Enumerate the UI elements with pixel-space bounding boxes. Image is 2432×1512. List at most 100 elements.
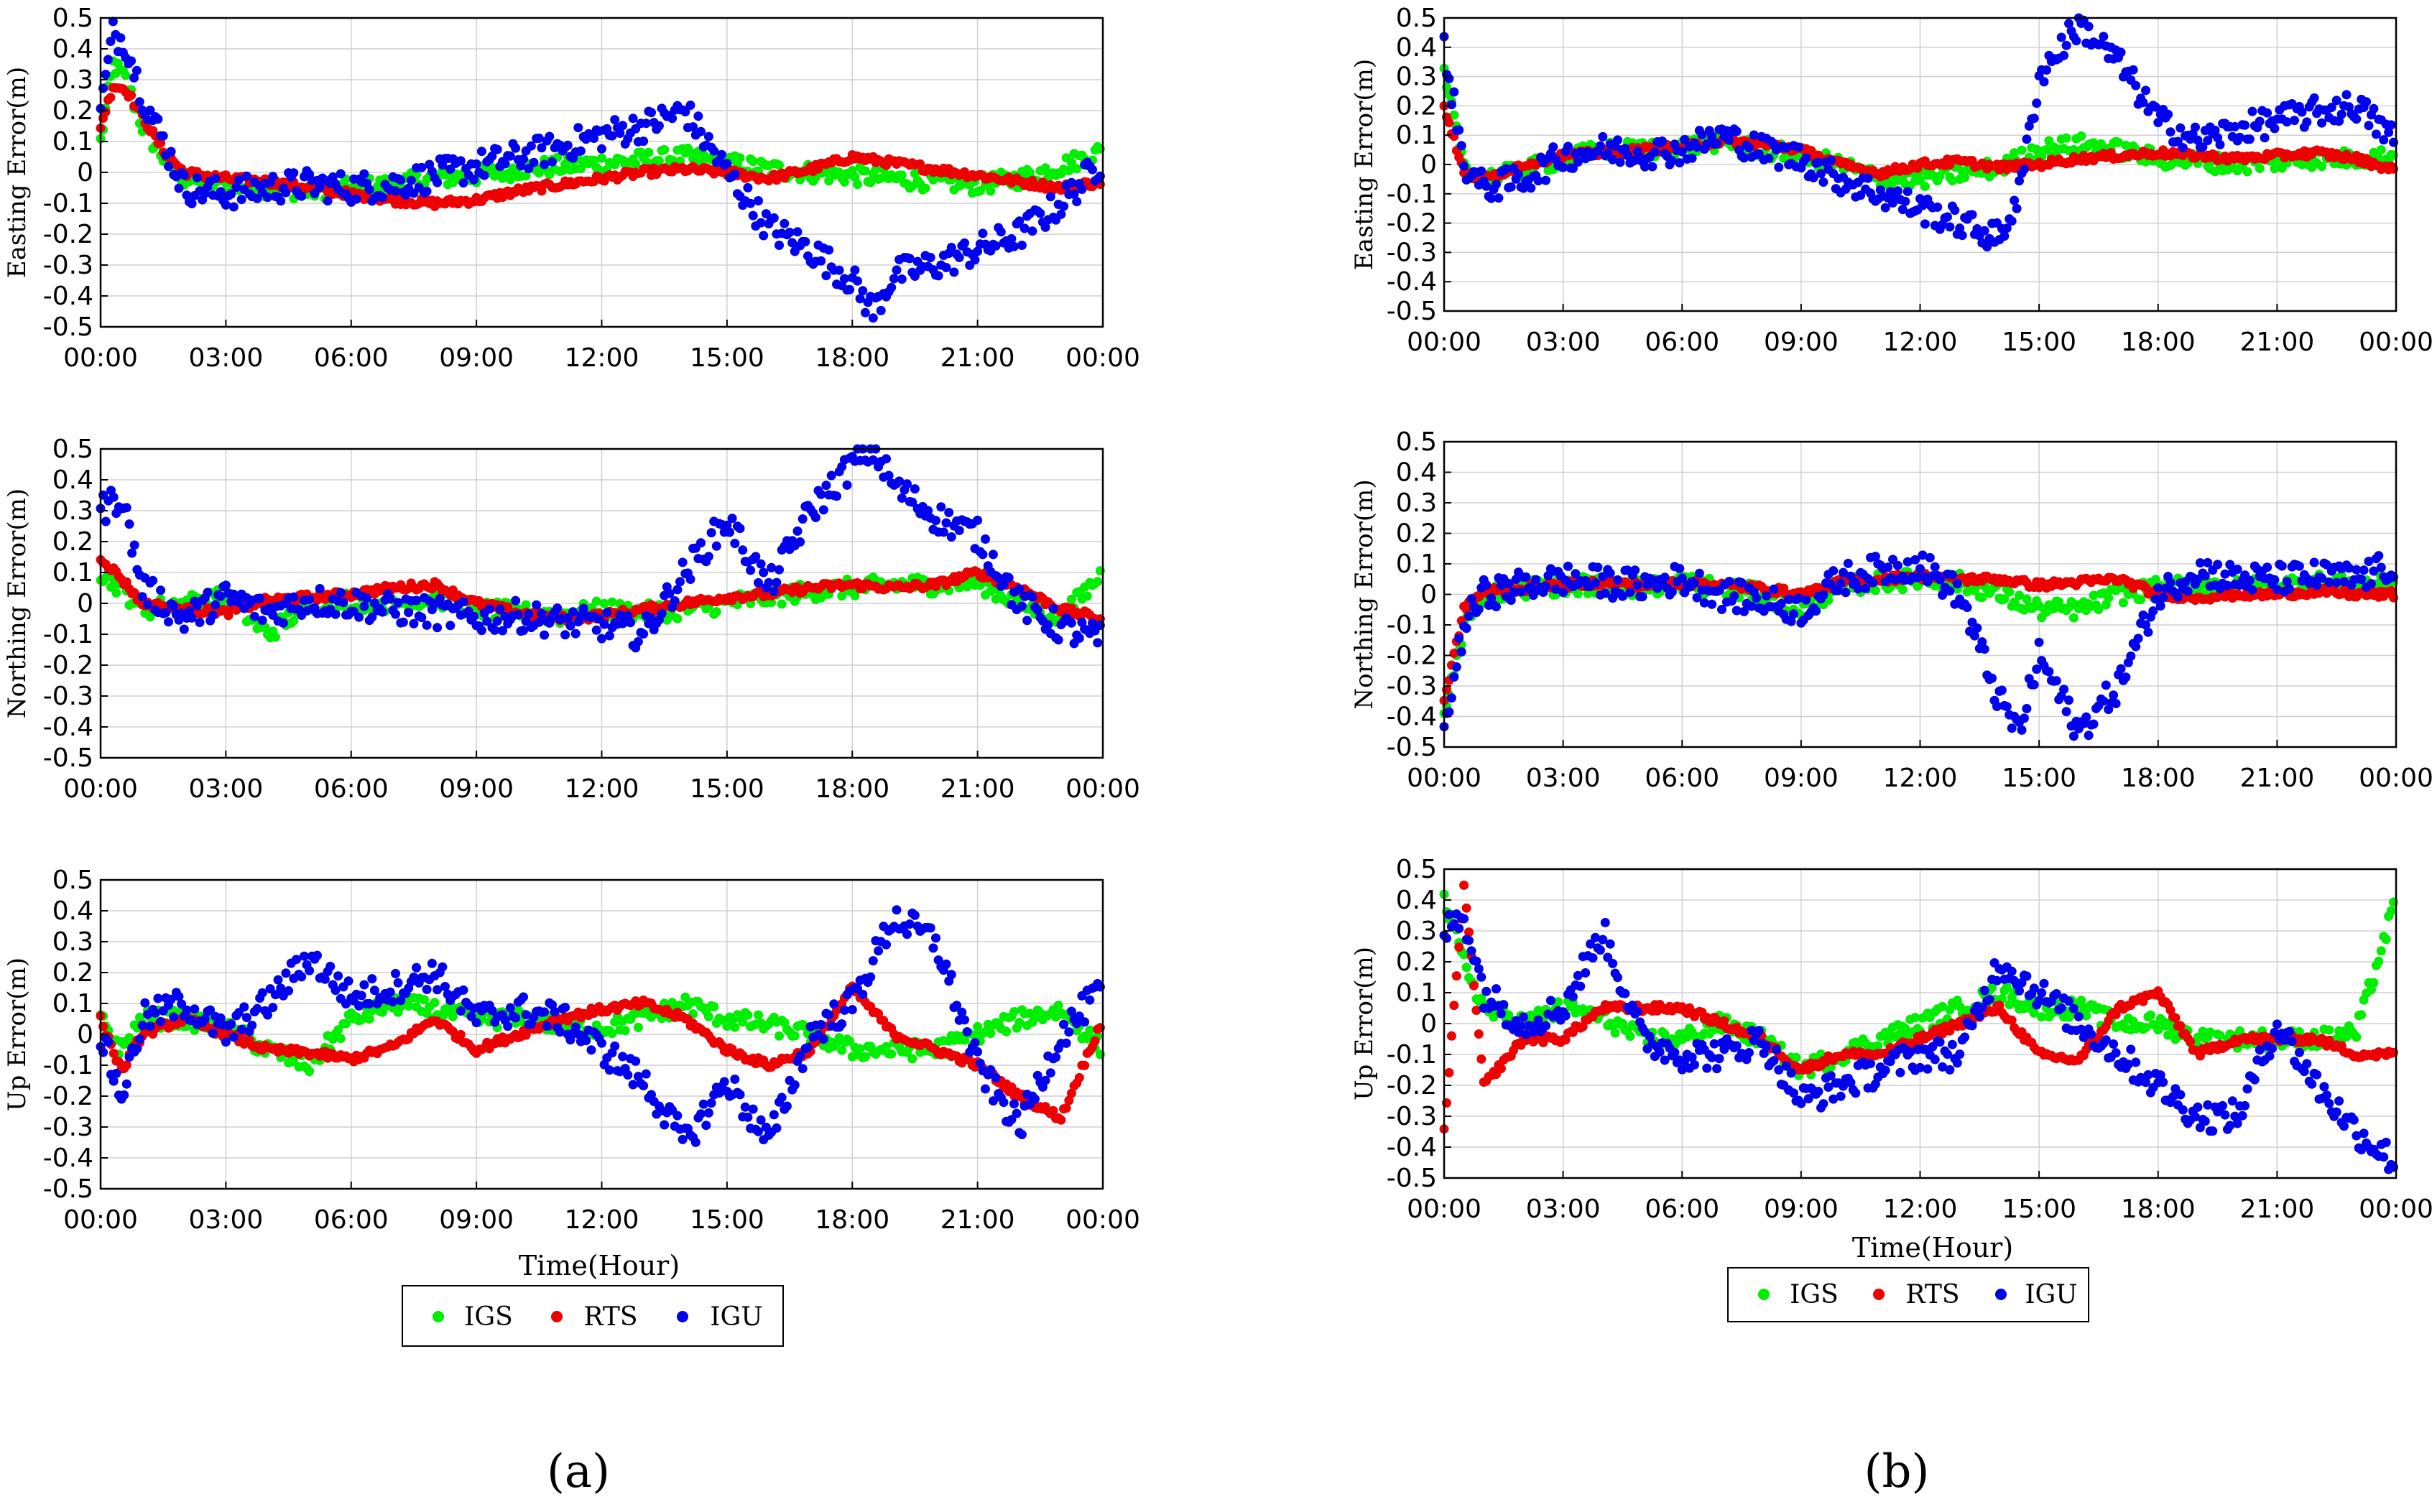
- data-point-igu: [226, 1019, 236, 1029]
- data-point-igs: [871, 164, 881, 175]
- data-point-igu: [1048, 603, 1058, 613]
- data-point-igu: [126, 56, 137, 66]
- data-point-igs: [1920, 182, 1930, 191]
- data-point-igu: [111, 1069, 121, 1078]
- data-point-igu: [208, 611, 218, 621]
- data-point-igu: [633, 636, 643, 646]
- data-point-igs: [897, 170, 907, 180]
- data-point-igu: [192, 172, 202, 182]
- data-point-igu: [542, 1021, 552, 1031]
- data-point-igu: [330, 609, 341, 619]
- data-point-igs: [1960, 172, 1970, 182]
- data-point-rts: [1080, 1060, 1090, 1070]
- data-point-igu: [134, 97, 144, 107]
- data-point-igu: [417, 613, 427, 623]
- data-point-igu: [602, 608, 612, 618]
- x-tick-label: 06:00: [1645, 328, 1719, 357]
- y-tick-label: -0.2: [43, 1082, 93, 1111]
- data-point-igu: [785, 228, 795, 237]
- data-point-igu: [944, 508, 954, 517]
- data-point-igu: [641, 1069, 651, 1079]
- data-point-igu: [882, 940, 891, 950]
- data-point-igu: [1444, 73, 1454, 83]
- data-point-igu: [476, 147, 486, 157]
- chart-a-northing: 0.50.40.30.20.10-0.1-0.2-0.3-0.4-0.500:0…: [3, 435, 1140, 804]
- data-point-igu: [570, 629, 581, 639]
- data-point-igu: [456, 1006, 466, 1016]
- data-point-igu: [1476, 166, 1487, 176]
- data-point-igu: [140, 998, 150, 1008]
- data-point-igu: [169, 1012, 179, 1022]
- data-point-igu: [1085, 995, 1095, 1005]
- data-point-igu: [837, 1019, 847, 1029]
- data-point-igu: [910, 484, 920, 494]
- data-point-igu: [519, 992, 528, 1002]
- data-point-igu: [855, 294, 865, 304]
- data-point-igu: [703, 552, 713, 562]
- data-point-igu: [323, 196, 333, 206]
- data-point-igu: [902, 479, 912, 489]
- data-point-igu: [132, 1044, 142, 1054]
- data-point-igu: [1053, 635, 1063, 645]
- data-point-rts: [121, 1060, 131, 1070]
- x-tick-label: 06:00: [314, 774, 389, 804]
- data-point-igu: [336, 169, 346, 179]
- data-point-igu: [391, 609, 400, 619]
- data-point-igu: [297, 972, 307, 982]
- data-point-igu: [487, 152, 497, 161]
- data-point-igu: [887, 282, 897, 292]
- data-point-igu: [537, 143, 547, 153]
- data-point-igu: [845, 284, 855, 294]
- data-point-igu: [2010, 195, 2020, 205]
- data-point-igu: [1004, 572, 1014, 583]
- data-point-igu: [526, 141, 536, 151]
- data-point-igu: [1774, 162, 1784, 172]
- y-tick-label: 0.5: [52, 4, 93, 33]
- data-point-igu: [767, 562, 777, 572]
- data-point-igu: [221, 1037, 231, 1047]
- data-point-igs: [336, 1034, 346, 1044]
- data-point-igu: [438, 962, 448, 972]
- data-point-igu: [1613, 135, 1622, 145]
- data-point-igu: [216, 187, 226, 197]
- data-point-igu: [797, 1064, 808, 1074]
- data-point-igu: [628, 1080, 638, 1090]
- data-point-igu: [190, 1004, 200, 1014]
- data-point-rts: [1056, 1115, 1066, 1125]
- data-point-igu: [108, 17, 118, 27]
- data-point-igu: [315, 182, 325, 192]
- data-point-igu: [701, 1121, 711, 1131]
- data-point-igu: [137, 592, 147, 602]
- data-point-igs: [633, 1022, 643, 1032]
- data-point-igu: [709, 146, 719, 156]
- data-point-igu: [850, 265, 860, 275]
- data-point-igu: [1093, 638, 1103, 648]
- plots-layer: 0.50.40.30.20.10-0.1-0.2-0.3-0.4-0.500:0…: [3, 4, 2432, 1235]
- data-point-igs: [887, 1049, 897, 1059]
- data-point-igu: [1999, 231, 2010, 241]
- data-point-igu: [333, 971, 343, 981]
- data-point-igu: [2302, 117, 2312, 127]
- data-point-igu: [816, 1019, 826, 1029]
- data-point-igu: [860, 307, 870, 317]
- data-point-igu: [377, 607, 387, 617]
- data-point-igu: [604, 631, 614, 641]
- data-point-igu: [276, 196, 286, 206]
- data-point-igs: [703, 1011, 713, 1021]
- data-point-igs: [711, 607, 721, 617]
- data-point-rts: [1074, 1072, 1084, 1082]
- data-point-igu: [925, 923, 935, 933]
- data-point-igs: [660, 144, 670, 154]
- data-point-igu: [597, 1038, 606, 1048]
- data-point-igs: [111, 588, 121, 598]
- data-point-igu: [2176, 123, 2186, 133]
- data-point-igu: [263, 193, 272, 203]
- data-point-igu: [738, 545, 748, 555]
- data-point-igu: [208, 1029, 218, 1038]
- data-point-igu: [931, 933, 940, 943]
- data-point-igu: [2019, 164, 2029, 175]
- data-point-igu: [1020, 223, 1030, 233]
- data-point-igu: [101, 70, 111, 80]
- data-point-igu: [591, 625, 601, 635]
- data-point-igu: [607, 131, 617, 141]
